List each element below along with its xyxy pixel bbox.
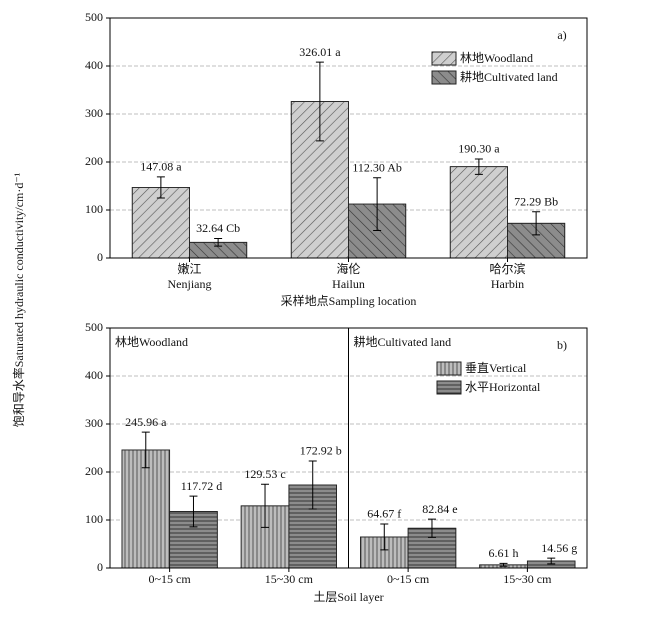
x-axis-label: 土层Soil layer bbox=[313, 590, 383, 604]
error-bar bbox=[380, 523, 389, 551]
x-tick-label: Harbin bbox=[491, 277, 524, 291]
value-label: 14.56 g bbox=[541, 541, 577, 555]
y-tick-label: 100 bbox=[85, 512, 103, 526]
x-tick-label: 15~30 cm bbox=[503, 572, 552, 586]
error-bar bbox=[427, 518, 436, 538]
value-label: 82.84 e bbox=[422, 502, 457, 516]
error-bar bbox=[261, 483, 270, 528]
error-bar bbox=[308, 460, 317, 510]
x-tick-label: Nenjiang bbox=[168, 277, 212, 291]
y-tick-label: 500 bbox=[85, 10, 103, 24]
x-axis-label: 采样地点Sampling location bbox=[281, 293, 417, 308]
error-bar bbox=[499, 562, 508, 567]
y-tick-label: 500 bbox=[85, 320, 103, 334]
error-bar bbox=[141, 431, 150, 469]
legend-hatch bbox=[431, 70, 457, 85]
legend-label: 垂直Vertical bbox=[465, 361, 527, 375]
error-bar bbox=[532, 211, 541, 236]
error-bar bbox=[373, 177, 382, 231]
y-tick-label: 300 bbox=[85, 416, 103, 430]
error-bar bbox=[156, 176, 165, 199]
legend-hatch bbox=[436, 380, 462, 395]
x-tick-label: 海伦 bbox=[336, 261, 360, 276]
y-tick-label: 200 bbox=[85, 154, 103, 168]
error-bar bbox=[214, 237, 223, 247]
x-tick-label: 嫩江 bbox=[177, 262, 201, 276]
bar-hatch bbox=[449, 166, 508, 259]
panel-label: b) bbox=[557, 338, 567, 352]
error-bar bbox=[315, 61, 324, 142]
y-tick-label: 0 bbox=[97, 560, 103, 574]
value-label: 117.72 d bbox=[181, 479, 223, 493]
y-tick-label: 100 bbox=[85, 202, 103, 216]
value-label: 326.01 a bbox=[299, 45, 341, 59]
x-tick-label: 0~15 cm bbox=[149, 572, 192, 586]
y-tick-label: 200 bbox=[85, 464, 103, 478]
x-tick-label: 15~30 cm bbox=[265, 572, 314, 586]
value-label: 112.30 Ab bbox=[352, 160, 402, 174]
value-label: 190.30 a bbox=[458, 142, 500, 156]
bar-hatch bbox=[131, 187, 190, 259]
y-tick-label: 0 bbox=[97, 250, 103, 264]
y-tick-label: 300 bbox=[85, 106, 103, 120]
y-tick-label: 400 bbox=[85, 58, 103, 72]
value-label: 32.64 Cb bbox=[196, 221, 240, 235]
value-label: 64.67 f bbox=[367, 507, 401, 521]
legend-hatch bbox=[436, 361, 462, 376]
x-tick-label: 0~15 cm bbox=[387, 572, 430, 586]
legend-label: 水平Horizontal bbox=[465, 380, 541, 394]
y-tick-label: 400 bbox=[85, 368, 103, 382]
value-label: 129.53 c bbox=[244, 467, 285, 481]
x-tick-label: Hailun bbox=[332, 277, 365, 291]
error-bar bbox=[474, 158, 483, 175]
panel-label: a) bbox=[557, 28, 566, 42]
group-label: 耕地Cultivated land bbox=[354, 334, 452, 349]
error-bar bbox=[547, 557, 556, 565]
legend-label: 林地Woodland bbox=[460, 51, 533, 65]
legend-label: 耕地Cultivated land bbox=[460, 69, 558, 84]
legend-hatch bbox=[431, 51, 457, 66]
plot-frame bbox=[109, 17, 588, 259]
value-label: 147.08 a bbox=[140, 160, 182, 174]
value-label: 6.61 h bbox=[489, 546, 519, 560]
error-bar bbox=[189, 495, 198, 528]
x-tick-label: 哈尔滨 bbox=[489, 261, 525, 276]
value-label: 245.96 a bbox=[125, 415, 167, 429]
group-label: 林地Woodland bbox=[115, 335, 188, 349]
value-label: 72.29 Bb bbox=[514, 195, 558, 209]
value-label: 172.92 b bbox=[300, 444, 342, 458]
y-axis-label: 饱和导水率Saturated hydraulic conductivity/cm… bbox=[11, 172, 26, 427]
